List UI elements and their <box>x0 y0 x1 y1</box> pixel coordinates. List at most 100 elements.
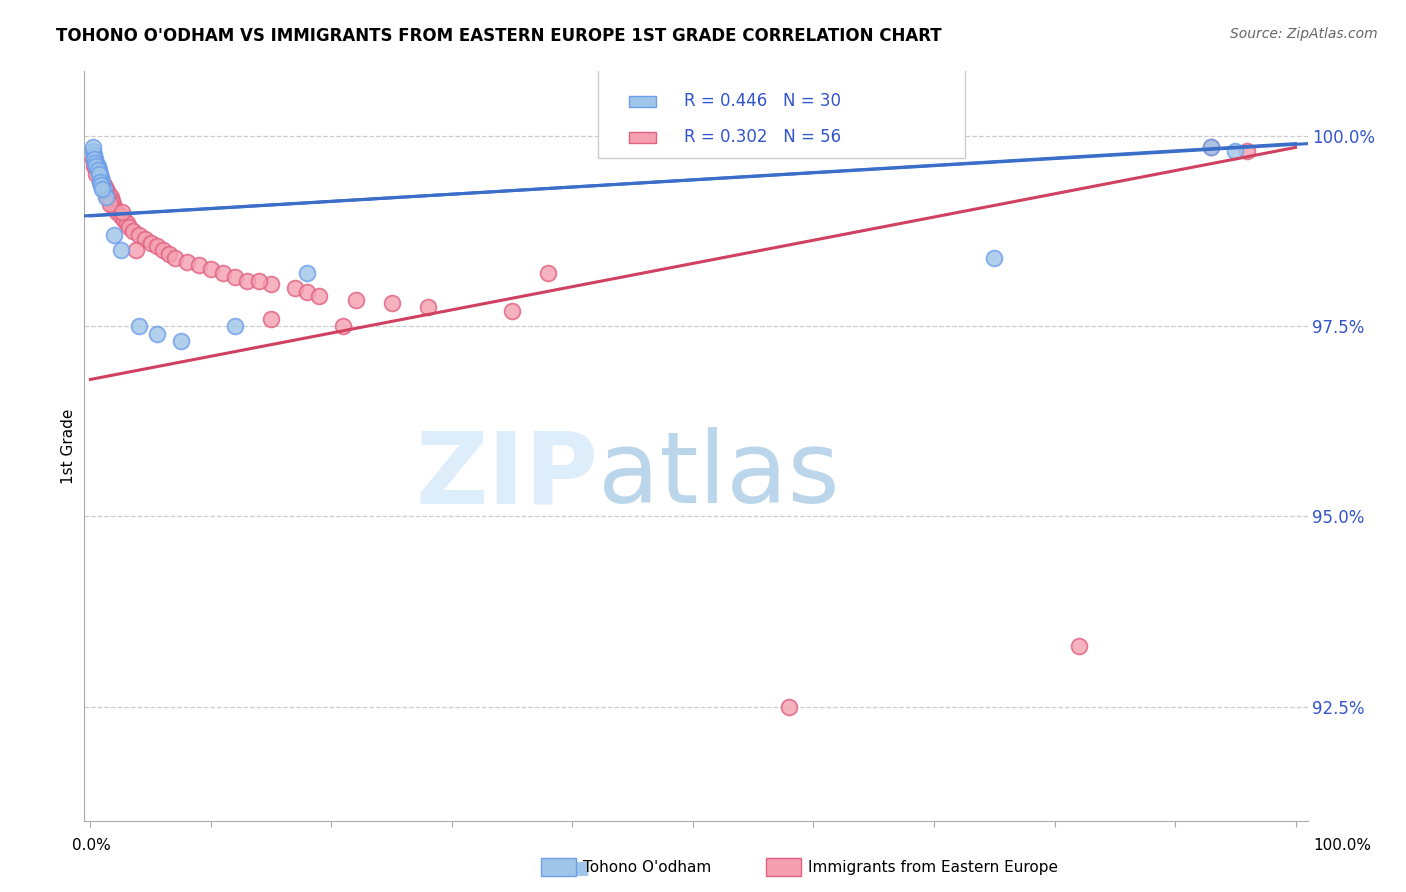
Point <box>152 243 174 257</box>
Point <box>176 254 198 268</box>
Text: Immigrants from Eastern Europe: Immigrants from Eastern Europe <box>808 860 1059 874</box>
Point <box>84 155 107 169</box>
Point <box>297 285 319 299</box>
Point <box>1199 140 1222 154</box>
Point <box>91 182 114 196</box>
Point <box>94 182 117 196</box>
Point <box>97 186 120 200</box>
Point <box>89 167 111 181</box>
Point <box>89 175 111 189</box>
Point <box>260 277 283 292</box>
Text: R = 0.446   N = 30: R = 0.446 N = 30 <box>683 93 841 111</box>
Point <box>1225 145 1247 159</box>
Point <box>284 281 307 295</box>
Point <box>308 289 330 303</box>
Point <box>115 217 138 231</box>
FancyBboxPatch shape <box>628 132 657 143</box>
Point <box>94 190 117 204</box>
Point <box>501 304 523 318</box>
Point <box>224 319 246 334</box>
Point <box>86 167 108 181</box>
Point <box>82 140 104 154</box>
Y-axis label: 1st Grade: 1st Grade <box>60 409 76 483</box>
Point <box>91 175 114 189</box>
Text: ZIP: ZIP <box>415 427 598 524</box>
Point <box>103 197 125 211</box>
Point <box>236 274 259 288</box>
Point <box>1067 639 1090 653</box>
Point <box>86 163 108 178</box>
Point <box>93 182 115 196</box>
Point <box>84 152 107 166</box>
Point <box>121 224 143 238</box>
Point <box>145 326 167 341</box>
Point <box>94 182 117 196</box>
Point <box>297 266 319 280</box>
Point <box>1199 140 1222 154</box>
Point <box>86 160 108 174</box>
Text: Source: ZipAtlas.com: Source: ZipAtlas.com <box>1230 27 1378 41</box>
Point <box>82 152 104 166</box>
Point <box>247 274 270 288</box>
Point <box>112 212 135 227</box>
Point <box>110 209 132 223</box>
Point <box>84 160 107 174</box>
Point <box>105 205 128 219</box>
Point <box>82 145 104 159</box>
Text: R = 0.302   N = 56: R = 0.302 N = 56 <box>683 128 841 146</box>
Point <box>83 152 105 166</box>
Point <box>224 269 246 284</box>
Point <box>110 243 132 257</box>
Point <box>416 300 439 314</box>
Point <box>83 148 105 162</box>
Point <box>128 227 150 242</box>
Point <box>87 163 110 178</box>
Point <box>128 319 150 334</box>
Point <box>537 266 560 280</box>
Point <box>83 160 105 174</box>
Point <box>91 175 114 189</box>
Point <box>332 319 354 334</box>
Text: 0.0%: 0.0% <box>72 838 111 853</box>
Point <box>134 232 156 246</box>
Point <box>103 227 125 242</box>
Point <box>381 296 404 310</box>
Point <box>125 243 148 257</box>
Point <box>98 197 121 211</box>
Point <box>96 190 118 204</box>
Text: Tohono O'odham: Tohono O'odham <box>583 860 711 874</box>
Point <box>101 194 124 208</box>
Point <box>139 235 162 250</box>
Point <box>212 266 235 280</box>
Text: TOHONO O'ODHAM VS IMMIGRANTS FROM EASTERN EUROPE 1ST GRADE CORRELATION CHART: TOHONO O'ODHAM VS IMMIGRANTS FROM EASTER… <box>56 27 942 45</box>
Point <box>86 155 108 169</box>
Point <box>157 247 180 261</box>
Point <box>163 251 186 265</box>
Text: ▪: ▪ <box>572 853 591 881</box>
Point <box>145 239 167 253</box>
Point <box>86 160 108 174</box>
Text: atlas: atlas <box>598 427 839 524</box>
Point <box>100 190 122 204</box>
Point <box>87 167 110 181</box>
Point <box>170 334 193 349</box>
Point <box>90 178 112 193</box>
Point <box>200 262 222 277</box>
Point <box>260 311 283 326</box>
Text: 100.0%: 100.0% <box>1313 838 1372 853</box>
Point <box>778 699 800 714</box>
Point <box>103 202 125 216</box>
Point <box>87 167 110 181</box>
FancyBboxPatch shape <box>628 95 657 107</box>
Point <box>111 205 134 219</box>
Point <box>187 258 209 272</box>
Point <box>90 170 112 185</box>
Point <box>983 251 1005 265</box>
Point <box>86 163 108 178</box>
Point <box>118 220 141 235</box>
Point <box>344 293 367 307</box>
Point <box>1236 145 1258 159</box>
Point <box>89 175 111 189</box>
Point <box>93 178 115 193</box>
Point <box>90 170 112 185</box>
